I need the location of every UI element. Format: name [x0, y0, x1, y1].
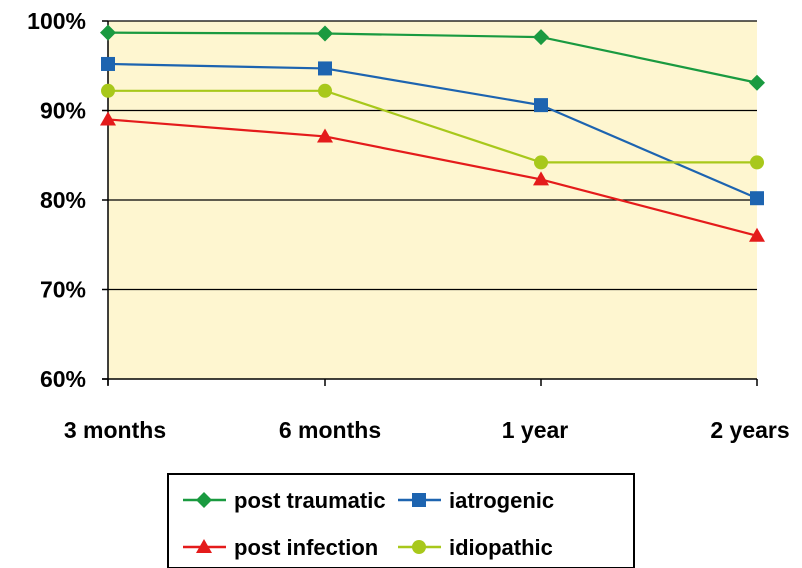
y-tick-label-4: 100%: [27, 8, 86, 34]
point-1-2: [534, 98, 548, 113]
axes: [102, 20, 758, 386]
y-tick-label-3: 90%: [40, 98, 86, 124]
point-1-1: [318, 61, 332, 76]
series-group: [100, 24, 765, 242]
legend-marker-3: [412, 540, 426, 554]
legend-label-0: post traumatic: [234, 488, 386, 513]
legend-item-1: iatrogenic: [398, 488, 554, 513]
point-3-1: [318, 83, 332, 98]
series-0: [100, 24, 765, 91]
legend-item-3: idiopathic: [398, 535, 553, 560]
legend: post traumatic iatrogenic post infection id…: [167, 473, 635, 568]
y-tick-label-2: 80%: [40, 187, 86, 213]
point-3-3: [750, 155, 764, 170]
point-3-2: [534, 155, 548, 170]
x-tick-labels: 3 months 6 months 1 year 2 years: [64, 417, 790, 443]
point-1-3: [750, 191, 764, 206]
legend-label-3: idiopathic: [449, 535, 553, 560]
series-3: [101, 83, 764, 170]
gridlines: [108, 20, 757, 291]
legend-marker-1: [412, 493, 426, 507]
legend-marker-2: [196, 539, 212, 553]
x-tick-label-3: 2 years: [710, 417, 789, 443]
legend-item-2: post infection: [183, 535, 378, 560]
point-3-0: [101, 83, 115, 98]
point-2-1: [317, 128, 333, 143]
x-tick-label-0: 3 months: [64, 417, 166, 443]
series-2: [100, 111, 765, 242]
y-tick-label-1: 70%: [40, 277, 86, 303]
series-line-3: [108, 89, 757, 164]
point-1-0: [101, 56, 115, 71]
legend-marker-0: [196, 492, 212, 508]
point-2-3: [749, 227, 765, 242]
x-tick-label-2: 1 year: [502, 417, 569, 443]
legend-box: [167, 473, 635, 568]
x-tick-label-1: 6 months: [279, 417, 381, 443]
point-0-1: [317, 25, 333, 42]
series-line-2: [107, 118, 758, 237]
series-1: [101, 56, 764, 206]
y-tick-labels: 60% 70% 80% 90% 100%: [27, 8, 86, 392]
point-0-2: [533, 29, 549, 46]
series-line-1: [107, 62, 758, 200]
point-0-3: [749, 74, 765, 91]
y-tick-label-0: 60%: [40, 366, 86, 392]
legend-label-1: iatrogenic: [449, 488, 554, 513]
point-2-0: [100, 111, 116, 126]
legend-item-0: post traumatic: [183, 488, 386, 513]
series-line-0: [107, 31, 758, 84]
point-2-2: [533, 171, 549, 186]
point-0-0: [100, 24, 116, 41]
legend-label-2: post infection: [234, 535, 378, 560]
